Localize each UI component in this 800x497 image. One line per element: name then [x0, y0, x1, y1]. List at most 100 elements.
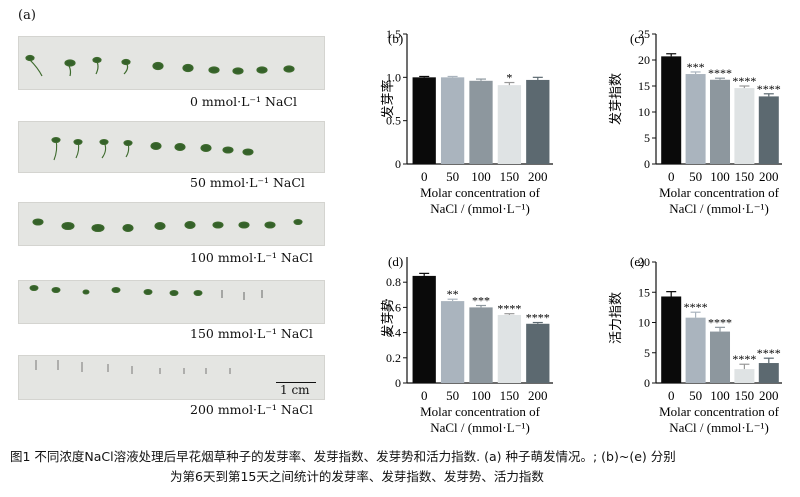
chart-1-xtick-200: 200: [759, 169, 779, 184]
scale-bar-label: 1 cm: [280, 383, 310, 397]
chart-1-ytick-label-4: 20: [638, 53, 650, 67]
figure-caption-line-2: 为第6天到第15天之间统计的发芽率、发芽指数、发芽势、活力指数: [170, 469, 544, 484]
chart-1-xtick-50: 50: [689, 169, 702, 184]
chart-3-ytick-label-4: 20: [638, 255, 650, 269]
chart-3-bar-150: [734, 369, 755, 383]
chart-3-bar-200: [758, 363, 779, 383]
chart-3-sig-100: ****: [708, 315, 732, 329]
chart-1-sig-50: ***: [687, 60, 705, 74]
chart-2-ytick-label-0: 0: [395, 376, 401, 390]
chart-2-sig-200: ****: [526, 311, 550, 325]
chart-1-xtick-0: 0: [668, 169, 675, 184]
chart-1-sig-200: ****: [757, 82, 781, 96]
chart-0-bar-200: [526, 79, 550, 164]
seedling-photo-caption-150: 150 mmol·L⁻¹ NaCl: [190, 326, 313, 341]
chart-0-xlabel-line1: Molar concentration of: [420, 185, 541, 200]
chart-0-xlabel-line2: NaCl / (mmol·L⁻¹): [430, 201, 530, 216]
chart-0-ytick-label-2: 1.0: [386, 70, 401, 84]
seedling-photo-caption-200: 200 mmol·L⁻¹ NaCl: [190, 402, 313, 417]
chart-2-xtick-0: 0: [421, 388, 428, 403]
chart-0-xtick-200: 200: [528, 169, 548, 184]
chart-3-panel-label: (e): [630, 254, 644, 269]
seedling-photo-caption-100: 100 mmol·L⁻¹ NaCl: [190, 250, 313, 265]
chart-2-xlabel-line1: Molar concentration of: [420, 404, 541, 419]
chart-1-ytick-label-0: 0: [644, 157, 650, 171]
chart-3-ytick-label-1: 5: [644, 346, 650, 360]
chart-3-ytick-label-2: 10: [638, 316, 650, 330]
chart-1-ytick-label-1: 5: [644, 131, 650, 145]
chart-3-ylabel: 活力指数: [608, 292, 623, 344]
scale-bar: [276, 382, 316, 383]
chart-3-xtick-150: 150: [735, 388, 755, 403]
figure-caption: 图1 不同浓度NaCl溶液处理后早花烟草种子的发芽率、发芽指数、发芽势和活力指数…: [10, 447, 790, 487]
chart-2-panel-label: (d): [388, 254, 403, 269]
chart-1-ylabel: 发芽指数: [608, 73, 623, 125]
chart-3-bar-0: [661, 296, 682, 383]
chart-3-ytick-label-0: 0: [644, 376, 650, 390]
chart-1-bar-50: [685, 74, 706, 164]
chart-3-sig-150: ****: [732, 352, 756, 366]
chart-0-sig-150: *: [506, 71, 512, 85]
chart-2-bar-200: [526, 323, 550, 383]
chart-3-bar-100: [709, 331, 731, 383]
chart-0-ylabel: 发芽率: [380, 79, 395, 118]
chart-2-ytick-label-2: 0.4: [386, 326, 401, 340]
chart-2-ytick-label-1: 0.2: [386, 351, 401, 365]
chart-2-ytick-label-3: 0.6: [386, 300, 401, 314]
chart-0-xtick-0: 0: [421, 169, 428, 184]
chart-3-bar-50: [685, 317, 706, 383]
panel-a-label: (a): [18, 8, 36, 23]
chart-2-sig-100: ***: [472, 294, 490, 308]
chart-0-ytick-label-1: 0.5: [386, 114, 401, 128]
seedling-photo-150: [18, 280, 325, 324]
chart-3-sig-50: ****: [684, 300, 708, 314]
chart-0-panel-label: (b): [388, 31, 403, 46]
chart-2-bar-100: [469, 307, 493, 383]
chart-1-sig-150: ****: [732, 74, 756, 88]
chart-2-xtick-100: 100: [471, 388, 491, 403]
chart-1-panel-label: (c): [630, 31, 644, 46]
chart-3-xtick-50: 50: [689, 388, 702, 403]
chart-1-ytick-label-5: 25: [638, 27, 650, 41]
chart-3-ytick-label-3: 15: [638, 285, 650, 299]
chart-2-sig-150: ****: [497, 302, 521, 316]
chart-3-xtick-100: 100: [710, 388, 730, 403]
chart-0-bar-150: [497, 85, 522, 164]
chart-3-xtick-200: 200: [759, 388, 779, 403]
chart-0-ytick-label-0: 0: [395, 157, 401, 171]
chart-2-ytick-label-4: 0.8: [386, 275, 401, 289]
chart-0-xtick-100: 100: [471, 169, 491, 184]
chart-0-xtick-50: 50: [446, 169, 459, 184]
chart-3-sig-200: ****: [757, 346, 781, 360]
chart-0-bar-100: [469, 80, 493, 164]
chart-3-xtick-0: 0: [668, 388, 675, 403]
chart-1-xtick-100: 100: [710, 169, 730, 184]
chart-2-xtick-50: 50: [446, 388, 459, 403]
chart-1-bar-100: [709, 79, 731, 164]
chart-1-bar-150: [734, 88, 755, 164]
chart-1-xlabel-line2: NaCl / (mmol·L⁻¹): [669, 201, 769, 216]
seedling-photo-caption-0: 0 mmol·L⁻¹ NaCl: [190, 94, 297, 109]
chart-1-sig-100: ****: [708, 66, 732, 80]
chart-2-xtick-150: 150: [500, 388, 520, 403]
figure-caption-line-1: 图1 不同浓度NaCl溶液处理后早花烟草种子的发芽率、发芽指数、发芽势和活力指数…: [10, 449, 676, 464]
chart-2-bar-150: [497, 314, 522, 383]
seedling-photo-caption-50: 50 mmol·L⁻¹ NaCl: [190, 175, 305, 190]
chart-1-xtick-150: 150: [735, 169, 755, 184]
chart-1-bar-200: [758, 96, 779, 164]
chart-3-xlabel-line1: Molar concentration of: [659, 404, 780, 419]
seedling-photo-50: [18, 121, 325, 173]
chart-2-bar-50: [440, 301, 465, 383]
chart-0-bar-0: [412, 77, 436, 164]
chart-2-ylabel: 发芽势: [380, 298, 395, 337]
chart-2-bar-0: [412, 275, 436, 383]
chart-2-xlabel-line2: NaCl / (mmol·L⁻¹): [430, 420, 530, 435]
chart-0-xtick-150: 150: [500, 169, 520, 184]
chart-1-xlabel-line1: Molar concentration of: [659, 185, 780, 200]
chart-0-ytick-label-3: 1.5: [386, 27, 401, 41]
chart-1-ytick-label-3: 15: [638, 79, 650, 93]
chart-1-ytick-label-2: 10: [638, 105, 650, 119]
chart-2-xtick-200: 200: [528, 388, 548, 403]
chart-1-bar-0: [661, 56, 682, 164]
